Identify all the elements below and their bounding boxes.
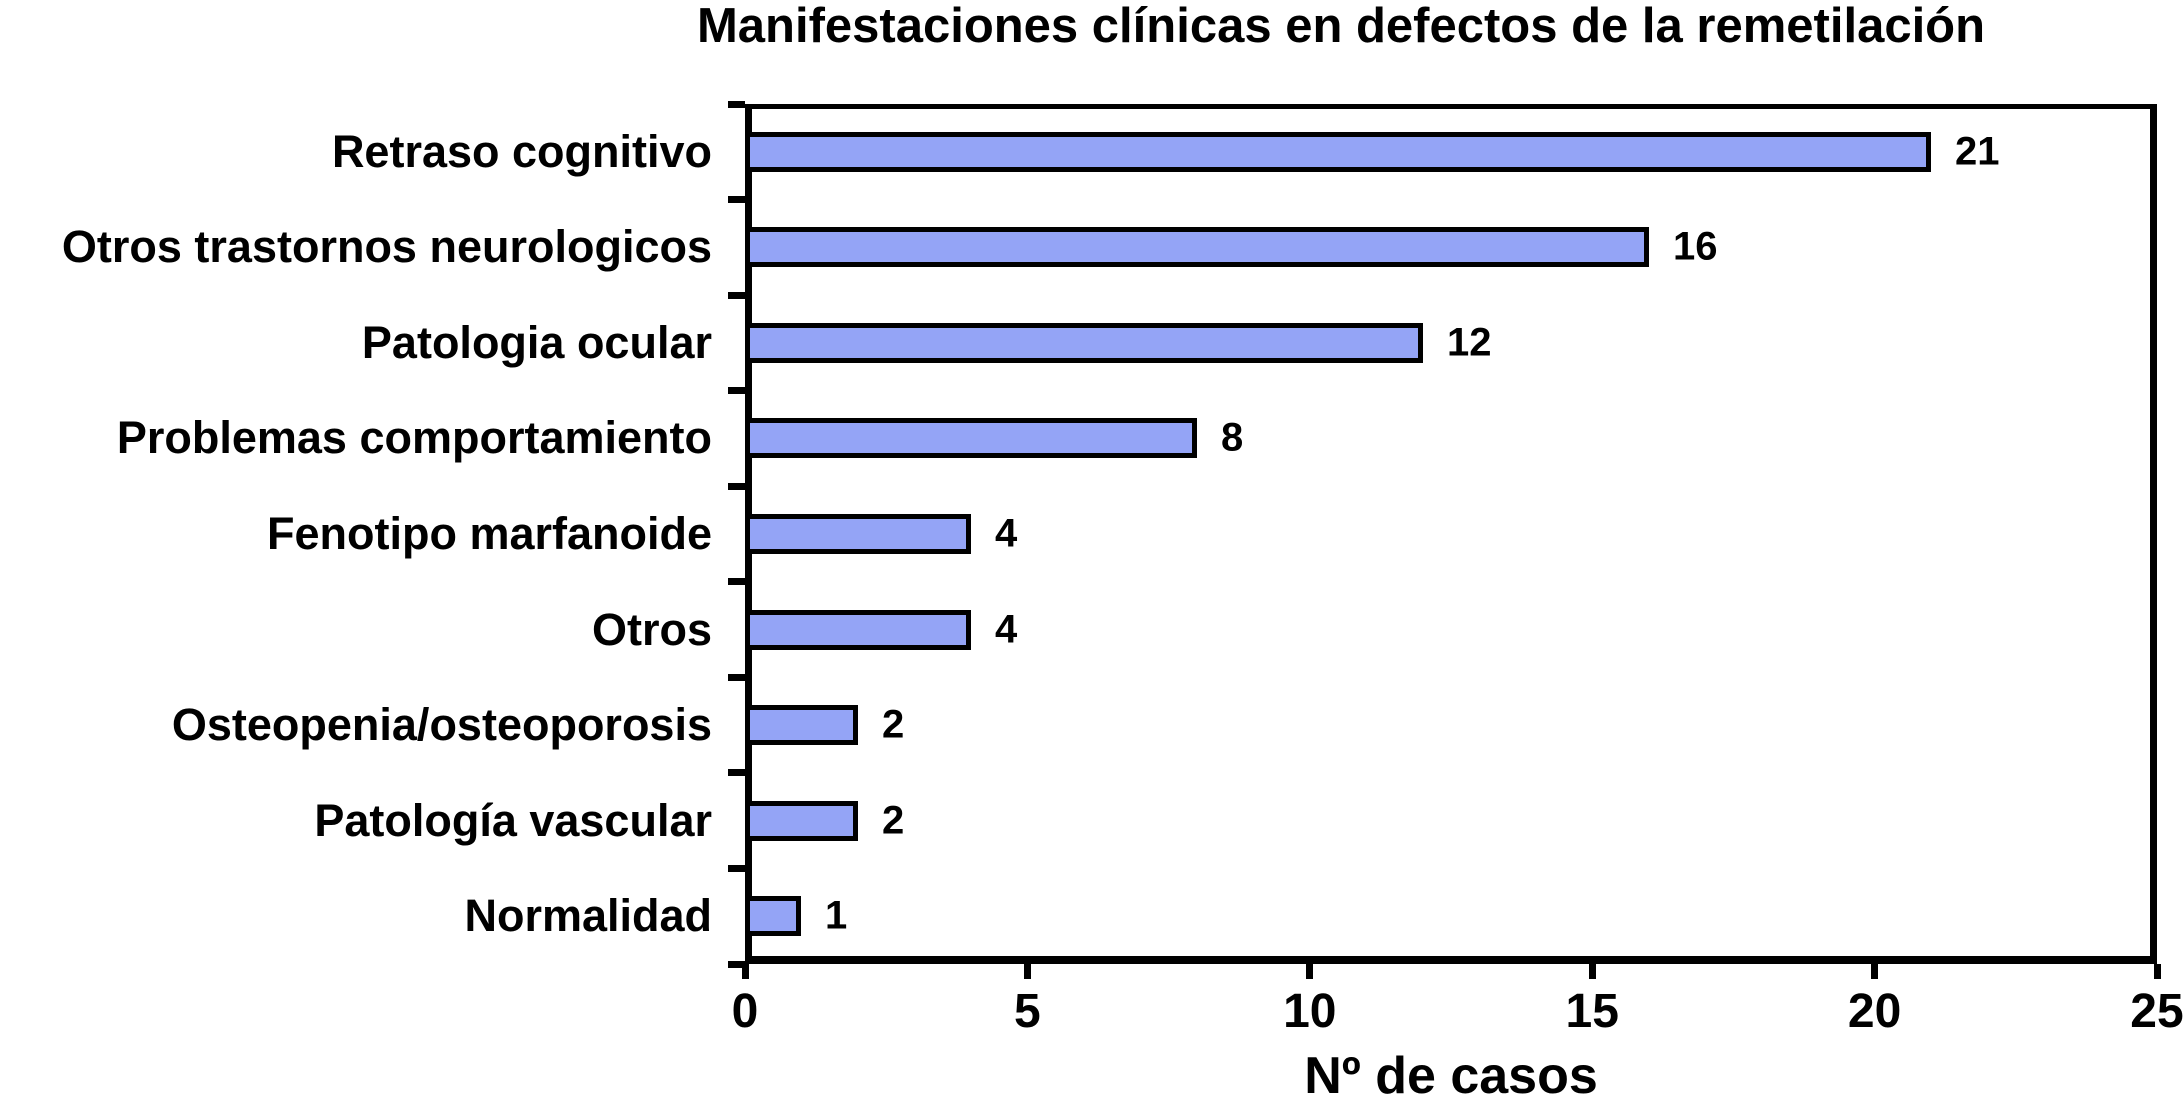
bar [745, 705, 858, 746]
bar [745, 896, 801, 937]
category-label: Otros [591, 603, 712, 655]
y-axis-tick [728, 196, 745, 204]
x-tick-label: 15 [1565, 985, 1619, 1038]
bar-value-label: 12 [1447, 320, 1492, 365]
category-label: Retraso cognitivo [331, 125, 712, 177]
x-tick-label: 5 [1014, 985, 1041, 1038]
x-axis-tick [1871, 964, 1879, 979]
category-label: Normalidad [464, 890, 712, 942]
x-tick-label: 20 [1847, 985, 1902, 1038]
y-axis-tick [728, 100, 745, 108]
bar [745, 322, 1423, 363]
bar-value-label: 21 [1955, 129, 2000, 174]
bar-value-label: 16 [1673, 224, 1718, 269]
bar-value-label: 1 [825, 893, 848, 938]
x-axis-tick [2153, 964, 2161, 979]
category-label: Otros trastornos neurologicos [61, 221, 712, 273]
category-label: Fenotipo marfanoide [266, 508, 712, 559]
x-axis-tick [1023, 964, 1031, 979]
category-label: Patología vascular [314, 794, 712, 846]
x-axis-tick [1588, 964, 1596, 979]
y-axis-tick [728, 578, 745, 586]
category-label: Patologia ocular [361, 316, 712, 368]
y-axis-tick [728, 864, 745, 872]
bar [745, 800, 858, 841]
bar-value-label: 8 [1221, 415, 1244, 460]
bar [745, 609, 971, 650]
bar [745, 514, 971, 554]
bar-value-label: 4 [995, 511, 1018, 556]
y-axis-tick [728, 960, 745, 968]
bar [745, 418, 1197, 459]
x-axis-tick [1306, 964, 1314, 979]
y-axis-tick [728, 387, 745, 395]
x-tick-label: 0 [731, 985, 759, 1038]
bar [745, 227, 1649, 268]
bar-value-label: 4 [995, 607, 1018, 652]
x-axis-label: Nº de casos [1304, 1047, 1598, 1105]
bar-value-label: 2 [882, 702, 905, 747]
y-axis-tick [728, 769, 745, 777]
bar-value-label: 2 [882, 798, 905, 843]
y-axis-tick [728, 673, 745, 681]
x-tick-label: 25 [2130, 985, 2184, 1038]
category-label: Osteopenia/osteoporosis [171, 699, 712, 751]
bar [745, 131, 1931, 172]
chart-title: Manifestaciones clínicas en defectos de … [696, 0, 1986, 53]
category-label: Problemas comportamiento [116, 412, 712, 464]
y-axis-tick [728, 482, 745, 490]
y-axis-tick [728, 291, 745, 299]
x-tick-label: 10 [1283, 985, 1337, 1038]
x-axis-tick [741, 964, 749, 979]
